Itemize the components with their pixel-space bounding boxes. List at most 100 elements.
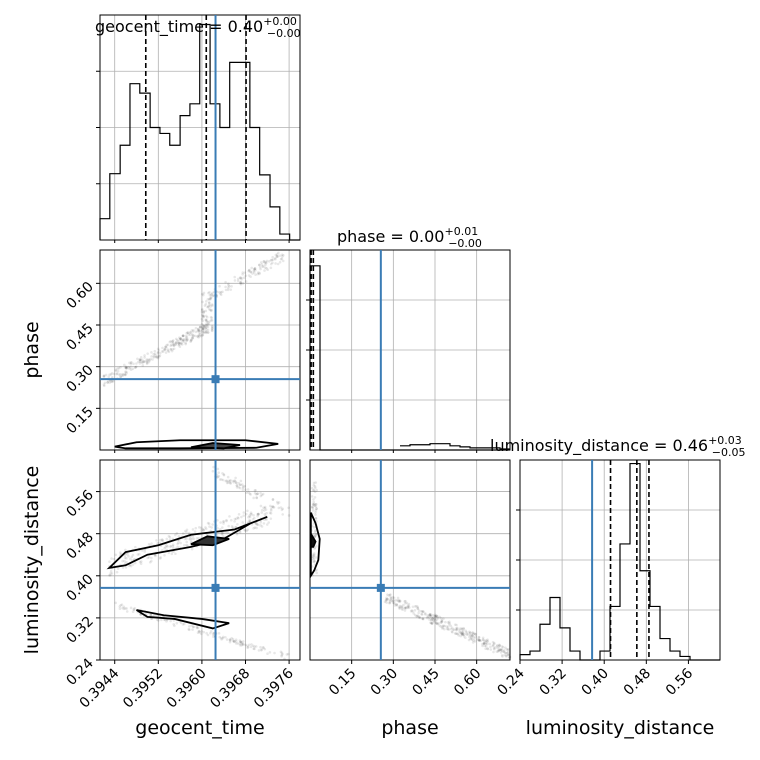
x-tick-label: 0.45 <box>409 666 442 699</box>
sample-point <box>230 636 233 640</box>
sample-point <box>314 516 318 520</box>
sample-point <box>235 486 239 489</box>
sample-point <box>183 529 187 533</box>
sample-point <box>433 620 436 624</box>
sample-point <box>507 653 510 656</box>
sample-point <box>458 627 462 630</box>
sample-point <box>239 281 242 285</box>
sample-point <box>280 257 284 260</box>
sample-point <box>248 268 251 272</box>
sample-point <box>147 358 151 361</box>
sample-point <box>121 606 124 610</box>
sample-point <box>189 331 192 334</box>
sample-point <box>249 645 253 649</box>
sample-point <box>430 618 433 622</box>
sample-point <box>467 632 470 636</box>
sample-point <box>424 613 427 616</box>
sample-point <box>481 644 484 648</box>
sample-point <box>440 619 444 623</box>
sample-point <box>253 267 256 271</box>
sample-point <box>171 543 175 547</box>
sample-point <box>274 253 278 257</box>
sample-point <box>263 505 267 509</box>
sample-point <box>483 639 487 643</box>
sample-point <box>463 633 466 636</box>
sample-point <box>260 263 264 266</box>
sample-point <box>226 531 230 534</box>
sample-point <box>266 652 269 656</box>
sample-point <box>178 337 182 341</box>
sample-point <box>310 505 314 509</box>
sample-point <box>272 506 276 509</box>
sample-point <box>138 552 141 556</box>
sample-point <box>235 484 239 487</box>
sample-point <box>198 325 202 329</box>
sample-point <box>115 570 119 574</box>
sample-point <box>172 347 176 351</box>
sample-point <box>191 334 195 337</box>
sample-point <box>140 360 144 364</box>
sample-point <box>103 381 107 385</box>
histogram-tail <box>400 443 510 450</box>
sample-point <box>431 616 435 620</box>
sample-point <box>417 609 421 612</box>
sample-point <box>262 260 266 263</box>
sample-point <box>196 329 200 333</box>
sample-point <box>315 507 318 511</box>
sample-point <box>495 644 499 647</box>
sample-point <box>264 261 268 264</box>
sample-point <box>196 335 200 338</box>
sample-point <box>239 281 243 284</box>
sample-point <box>132 362 135 366</box>
sample-point <box>222 520 226 523</box>
sample-point <box>271 498 275 501</box>
sample-point <box>143 360 146 364</box>
sample-point <box>174 341 178 345</box>
x-tick-label: 0.3952 <box>120 666 166 712</box>
sample-point <box>208 525 211 528</box>
sample-point <box>181 532 185 535</box>
sample-point <box>166 545 169 548</box>
y-tick-label: 0.15 <box>63 404 96 437</box>
sample-point <box>136 553 140 556</box>
sample-point <box>202 315 205 318</box>
sample-point <box>439 617 443 620</box>
sample-point <box>474 633 477 636</box>
sample-point <box>138 360 142 364</box>
sample-point <box>252 268 256 271</box>
sample-point <box>218 291 221 294</box>
sample-point <box>287 514 291 517</box>
sample-point <box>241 521 245 524</box>
sample-point <box>201 293 205 297</box>
sample-point <box>276 262 280 266</box>
sample-point <box>411 610 414 613</box>
sample-point <box>428 613 432 617</box>
sample-point <box>486 647 489 650</box>
sample-point <box>257 512 260 516</box>
sample-point <box>238 642 242 645</box>
sample-point <box>154 354 158 357</box>
sample-point <box>395 603 398 607</box>
sample-point <box>256 523 260 527</box>
sample-point <box>178 341 182 345</box>
sample-point <box>211 469 215 473</box>
sample-point <box>459 634 463 638</box>
sample-point <box>221 472 224 475</box>
sample-point <box>149 613 153 617</box>
sample-point <box>434 615 438 619</box>
sample-point <box>171 341 175 345</box>
sample-point <box>260 508 264 512</box>
sample-point <box>311 509 315 512</box>
sample-point <box>497 643 501 647</box>
sample-point <box>198 331 202 334</box>
sample-point <box>265 523 269 526</box>
sample-point <box>118 605 122 608</box>
sample-point <box>169 347 173 351</box>
sample-point <box>205 319 208 322</box>
y-tick-label: 0.40 <box>63 571 96 604</box>
sample-point <box>212 465 215 469</box>
sample-point <box>177 341 181 345</box>
sample-point <box>403 600 406 603</box>
sample-point <box>133 561 137 565</box>
sample-point <box>312 500 315 504</box>
